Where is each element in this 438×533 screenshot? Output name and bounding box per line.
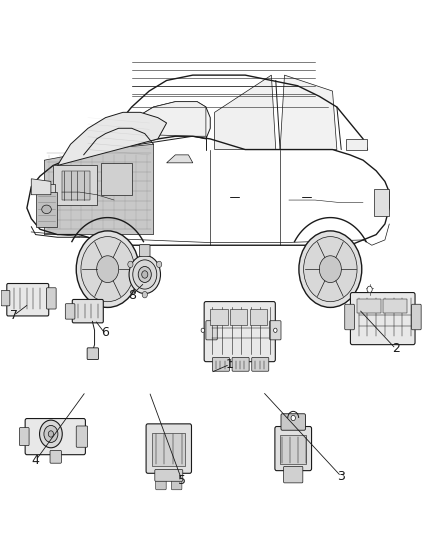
FancyBboxPatch shape [50, 450, 61, 463]
Polygon shape [215, 75, 276, 150]
FancyBboxPatch shape [1, 290, 10, 306]
FancyBboxPatch shape [146, 424, 191, 473]
Polygon shape [280, 75, 337, 150]
Ellipse shape [42, 205, 51, 214]
Bar [250, 309, 267, 325]
Bar [152, 433, 185, 466]
Bar [230, 309, 247, 325]
Text: 3: 3 [337, 470, 345, 483]
Bar [383, 300, 407, 313]
FancyBboxPatch shape [350, 293, 415, 345]
Ellipse shape [138, 266, 151, 282]
Ellipse shape [299, 231, 362, 308]
Bar [210, 309, 228, 325]
Polygon shape [119, 102, 206, 136]
Bar [44, 184, 55, 205]
Ellipse shape [291, 415, 295, 421]
Polygon shape [31, 179, 51, 195]
Text: 8: 8 [128, 289, 136, 302]
Polygon shape [57, 112, 166, 165]
Ellipse shape [48, 431, 53, 437]
Ellipse shape [129, 255, 160, 294]
Bar [53, 165, 97, 205]
Ellipse shape [97, 256, 119, 282]
FancyBboxPatch shape [206, 321, 217, 340]
Ellipse shape [142, 271, 148, 278]
Ellipse shape [128, 261, 133, 268]
Ellipse shape [156, 261, 162, 268]
Ellipse shape [304, 237, 357, 302]
Ellipse shape [133, 260, 157, 289]
FancyBboxPatch shape [65, 304, 75, 319]
FancyBboxPatch shape [284, 466, 303, 483]
FancyBboxPatch shape [204, 302, 276, 362]
FancyBboxPatch shape [252, 358, 269, 371]
FancyBboxPatch shape [412, 304, 421, 330]
FancyBboxPatch shape [345, 304, 354, 330]
Ellipse shape [319, 256, 341, 282]
Ellipse shape [367, 286, 372, 293]
Ellipse shape [39, 420, 62, 448]
FancyBboxPatch shape [140, 245, 150, 256]
Bar [357, 300, 381, 313]
Text: 6: 6 [101, 326, 109, 340]
FancyBboxPatch shape [76, 426, 88, 447]
Text: 2: 2 [392, 342, 400, 356]
Polygon shape [166, 155, 193, 163]
FancyBboxPatch shape [270, 321, 281, 340]
FancyBboxPatch shape [212, 358, 230, 371]
FancyBboxPatch shape [171, 478, 182, 490]
FancyBboxPatch shape [155, 470, 183, 481]
FancyBboxPatch shape [232, 358, 249, 371]
FancyBboxPatch shape [7, 284, 49, 316]
Ellipse shape [44, 425, 58, 442]
FancyBboxPatch shape [87, 348, 99, 360]
FancyBboxPatch shape [19, 427, 29, 446]
Polygon shape [106, 102, 210, 150]
FancyBboxPatch shape [72, 300, 103, 323]
Ellipse shape [76, 231, 139, 308]
Text: 5: 5 [178, 474, 186, 487]
FancyBboxPatch shape [46, 288, 56, 309]
Text: 4: 4 [32, 454, 39, 467]
Text: 1: 1 [226, 358, 234, 371]
Text: 7: 7 [10, 309, 18, 322]
FancyBboxPatch shape [275, 426, 311, 471]
FancyBboxPatch shape [281, 414, 305, 430]
Ellipse shape [201, 328, 205, 333]
Polygon shape [374, 189, 389, 216]
Bar [35, 192, 57, 227]
Ellipse shape [274, 328, 277, 333]
Ellipse shape [142, 292, 148, 298]
Bar [280, 435, 306, 464]
FancyBboxPatch shape [25, 418, 85, 455]
Bar [62, 171, 90, 200]
Polygon shape [346, 139, 367, 150]
Polygon shape [44, 144, 153, 235]
FancyBboxPatch shape [155, 478, 166, 490]
Ellipse shape [81, 237, 134, 302]
Bar [101, 163, 132, 195]
